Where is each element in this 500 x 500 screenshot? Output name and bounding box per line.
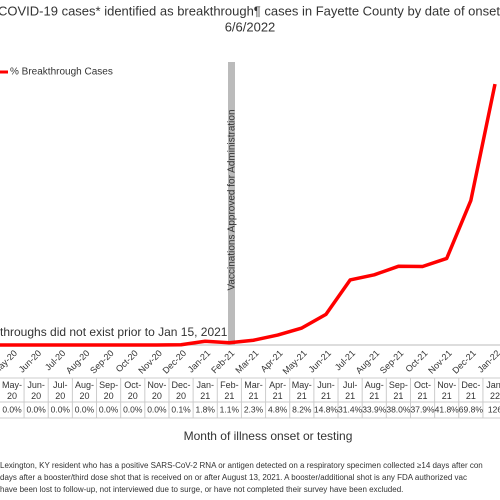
table-header: Jun-20 <box>27 380 45 401</box>
chart-title: COVID-19 cases* identified as breakthrou… <box>0 3 500 18</box>
chart-subtitle: 6/6/2022 <box>225 19 276 34</box>
table-value: 0.0% <box>26 404 46 414</box>
x-tick-label: Sep-20 <box>88 348 116 376</box>
table-value: 69.8% <box>459 404 484 414</box>
table-value: 31.4% <box>338 404 363 414</box>
x-tick-label: Oct-20 <box>114 348 140 374</box>
x-tick-label: Aug-20 <box>64 348 92 376</box>
x-tick-label: Dec-21 <box>450 348 478 376</box>
annotation: throughs did not exist prior to Jan 15, … <box>0 325 228 339</box>
x-tick-label: Sep-21 <box>378 348 406 376</box>
table-header: Dec-21 <box>461 380 480 401</box>
table-header: Mar-21 <box>244 380 263 401</box>
table-header: Dec-20 <box>172 380 191 401</box>
x-tick-label: Jan-21 <box>186 348 213 375</box>
x-axis-title: Month of illness onset or testing <box>184 429 353 443</box>
footnote: Lexington, KY resident who has a positiv… <box>0 461 483 470</box>
table-header: Jan-22 <box>486 380 500 401</box>
table-value: 41.8% <box>435 404 460 414</box>
vertical-label: Vaccinations Approved for Administration <box>227 109 238 290</box>
footnote: days after a booster/third dose shot tha… <box>0 473 467 482</box>
x-tick-label: May-20 <box>0 348 19 376</box>
x-tick-label: Mar-21 <box>233 348 260 375</box>
x-tick-label: Nov-20 <box>136 348 164 376</box>
table-header: May-21 <box>292 380 312 401</box>
table-value: 0.0% <box>2 404 22 414</box>
table-header: Jan-21 <box>196 380 214 401</box>
x-tick-label: Nov-21 <box>426 348 454 376</box>
table-value: 33.9% <box>362 404 387 414</box>
x-tick-label: Jun-20 <box>17 348 44 375</box>
x-tick-label: Oct-21 <box>403 348 429 374</box>
table-value: 38.0% <box>386 404 411 414</box>
table-header: Oct-20 <box>124 380 141 401</box>
table-header: May-20 <box>2 380 22 401</box>
table-value: 4.8% <box>268 404 288 414</box>
table-header: Oct-21 <box>414 380 431 401</box>
table-value: 8.2% <box>292 404 312 414</box>
table-header: Nov-21 <box>437 380 456 401</box>
line-series <box>12 83 497 347</box>
x-tick-label: Jun-21 <box>307 348 334 375</box>
table-value: 126 <box>488 404 500 414</box>
vaccination-bar <box>228 62 235 345</box>
x-tick-label: Dec-20 <box>161 348 189 376</box>
table-value: 37.9% <box>410 404 435 414</box>
legend-label: % Breakthrough Cases <box>10 67 113 78</box>
table-header: Jul-21 <box>343 380 358 401</box>
table-value: 0.0% <box>147 404 167 414</box>
table-value: 14.8% <box>314 404 339 414</box>
table-value: 0.0% <box>51 404 71 414</box>
table-value: 0.0% <box>75 404 95 414</box>
table-header: Feb-21 <box>220 380 239 401</box>
x-tick-label: Aug-21 <box>354 348 382 376</box>
table-value: 1.1% <box>220 404 240 414</box>
table-value: 2.3% <box>244 404 264 414</box>
footnote: have been lost to follow-up, not intervi… <box>0 485 403 494</box>
table-value: 0.1% <box>171 404 191 414</box>
x-tick-label: Feb-21 <box>209 348 236 375</box>
table-header: Sep-20 <box>99 380 118 401</box>
x-tick-label: Jan-22 <box>476 348 500 375</box>
table-value: 0.0% <box>99 404 119 414</box>
x-tick-label: May-21 <box>281 348 309 376</box>
table-header: Nov-20 <box>147 380 166 401</box>
table-header: Aug-20 <box>75 380 94 401</box>
table-value: 1.8% <box>196 404 216 414</box>
table-header: Apr-21 <box>269 380 286 401</box>
table-header: Jun-21 <box>317 380 335 401</box>
table-header: Sep-21 <box>389 380 408 401</box>
table-value: 0.0% <box>123 404 143 414</box>
table-header: Aug-21 <box>365 380 384 401</box>
table-header: Jul-20 <box>53 380 68 401</box>
